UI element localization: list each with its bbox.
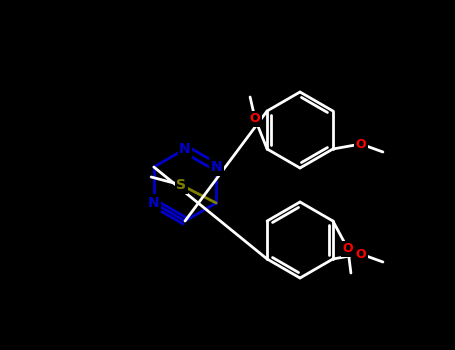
Text: O: O xyxy=(343,243,353,256)
Text: O: O xyxy=(356,138,366,150)
Text: S: S xyxy=(176,178,186,192)
Text: N: N xyxy=(148,196,160,210)
Text: N: N xyxy=(210,160,222,174)
Text: O: O xyxy=(356,247,366,260)
Text: N: N xyxy=(179,142,191,156)
Text: O: O xyxy=(250,112,260,126)
